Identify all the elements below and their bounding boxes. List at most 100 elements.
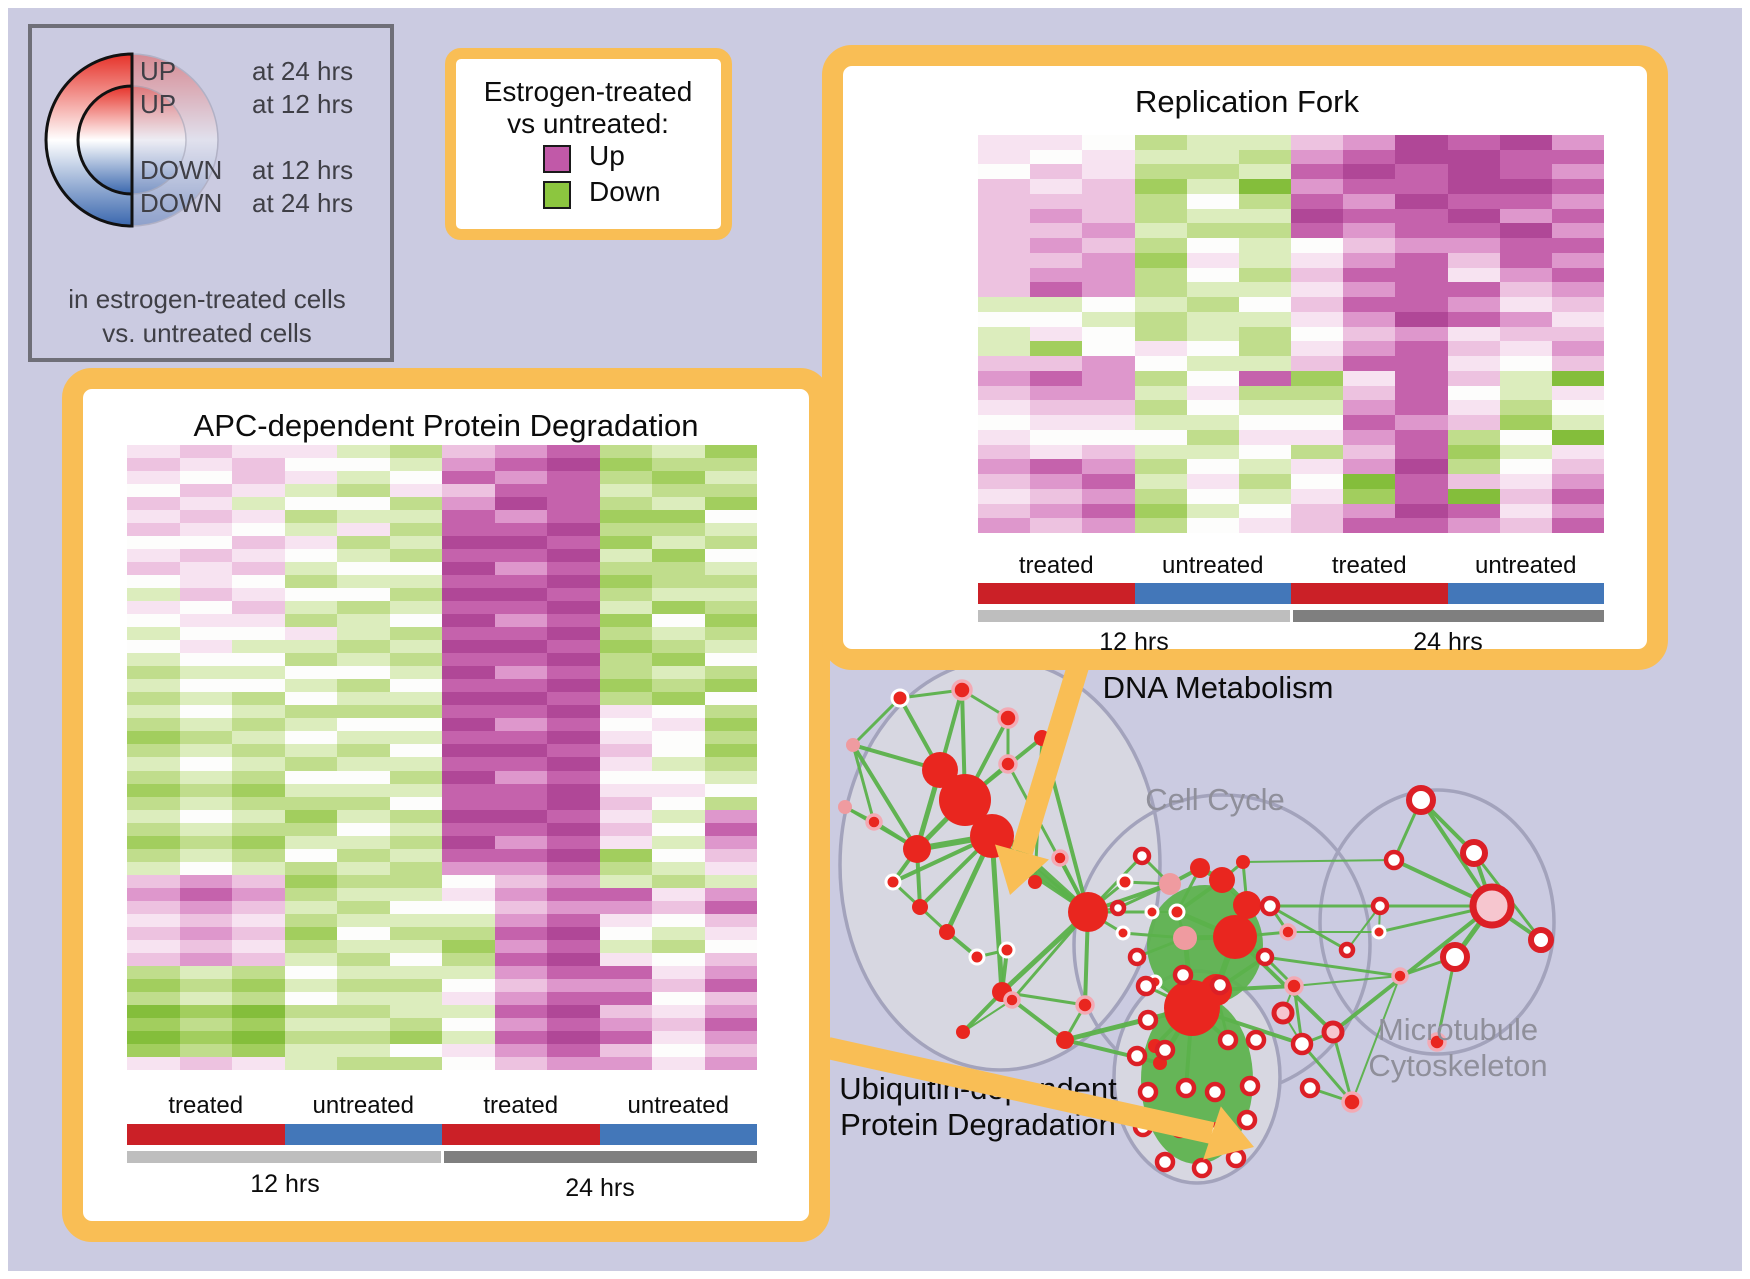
gene-node-wr <box>890 688 910 708</box>
network-edge <box>1242 859 1395 863</box>
heatmap-cell <box>1343 252 1396 268</box>
heatmap-cell <box>1499 429 1552 445</box>
heatmap-cell <box>232 562 285 576</box>
heatmap-cell <box>1551 474 1604 489</box>
heatmap-cell <box>1030 282 1083 298</box>
heatmap-cell <box>1395 193 1448 209</box>
heatmap-cell <box>599 861 652 875</box>
heatmap-cell <box>1395 252 1448 268</box>
heatmap-cell <box>1291 193 1344 209</box>
heatmap-cell <box>547 484 600 498</box>
heatmap-cell <box>1238 370 1291 386</box>
ring-footnote-line1: in estrogen-treated cells <box>68 284 346 314</box>
heatmap-cell <box>1134 193 1187 209</box>
heatmap-cell <box>1030 149 1083 165</box>
heatmap-cell <box>1395 444 1448 460</box>
heatmap-cell <box>1395 164 1448 180</box>
heatmap-cell <box>232 705 285 719</box>
gene-node-rr <box>1255 947 1275 967</box>
heatmap-cell <box>1030 429 1083 445</box>
heatmap-cell <box>652 991 705 1005</box>
heatmap-cell <box>1551 223 1604 239</box>
heatmap-cell <box>547 1043 600 1057</box>
gene-node-rr <box>1245 1029 1267 1051</box>
heatmap-cell <box>127 835 180 849</box>
heatmap-cell <box>704 445 757 459</box>
heatmap-cell <box>179 575 232 589</box>
gene-node-wr <box>884 873 902 891</box>
heatmap-cell <box>179 705 232 719</box>
heatmap-cell <box>284 471 337 485</box>
heatmap-cell <box>599 783 652 797</box>
heatmap-cell <box>704 536 757 550</box>
heatmap-cell <box>232 835 285 849</box>
heatmap-cell <box>1551 135 1604 150</box>
heatmap-cell <box>442 692 495 706</box>
heatmap-cell <box>389 627 442 641</box>
heatmap-cell <box>1238 341 1291 357</box>
heatmap-cell <box>389 601 442 615</box>
heatmap-cell <box>494 796 547 810</box>
gene-node-rr <box>1239 1075 1261 1097</box>
heatmap-cell <box>1030 459 1083 475</box>
heatmap-cell <box>442 952 495 966</box>
heatmap-cell <box>1499 326 1552 342</box>
group-label-untreated: untreated <box>1162 552 1264 579</box>
heatmap-cell <box>978 267 1031 283</box>
heatmap-cell <box>1343 135 1396 150</box>
heatmap-cell <box>652 913 705 927</box>
heatmap-cell <box>284 510 337 524</box>
heatmap-cell <box>547 887 600 901</box>
heatmap-cell <box>337 484 390 498</box>
heatmap-cell <box>1238 223 1291 239</box>
heatmap-cell <box>389 1017 442 1031</box>
heatmap-cell <box>1291 444 1344 460</box>
heatmap-cell <box>179 614 232 628</box>
heatmap-cell <box>1395 503 1448 519</box>
heatmap-cell <box>1395 459 1448 475</box>
heatmap-cell <box>1343 341 1396 357</box>
heatmap-cell <box>1499 474 1552 489</box>
heatmap-cell <box>232 601 285 615</box>
heatmap-cell <box>337 926 390 940</box>
heatmap-cell <box>179 523 232 537</box>
heatmap-cell <box>1238 193 1291 209</box>
heatmap-cell <box>1499 488 1552 504</box>
heatmap-cell <box>127 1030 180 1044</box>
heatmap-cell <box>337 1004 390 1018</box>
heatmap-cell <box>1134 488 1187 504</box>
heatmap-cell <box>547 796 600 810</box>
heatmap-cell <box>547 913 600 927</box>
heatmap-cell <box>1551 193 1604 209</box>
heatmap-cell <box>127 874 180 888</box>
heatmap-cell <box>1291 311 1344 327</box>
heatmap-cell <box>1551 252 1604 268</box>
heatmap-cell <box>389 835 442 849</box>
heatmap-cell <box>1447 429 1500 445</box>
heatmap-cell <box>1343 297 1396 312</box>
heatmap-cell <box>232 523 285 537</box>
heatmap-cell <box>1343 444 1396 460</box>
heatmap-cell <box>1395 370 1448 386</box>
heatmap-cell <box>1238 164 1291 180</box>
gene-node-rr <box>1137 1009 1159 1031</box>
heatmap-cell <box>494 484 547 498</box>
heatmap-cell <box>1030 135 1083 150</box>
apc-condition-bars <box>127 1124 757 1145</box>
heatmap-cell <box>127 744 180 758</box>
heatmap-cell <box>127 887 180 901</box>
gene-node-s <box>922 752 958 788</box>
ring-up12-time: at 12 hrs <box>252 89 354 119</box>
heatmap-cell <box>704 770 757 784</box>
heatmap-cell <box>232 965 285 979</box>
heatmap-cell <box>442 1043 495 1057</box>
heatmap-cell <box>127 679 180 693</box>
heatmap-cell <box>1499 415 1552 430</box>
network-edge <box>1263 955 1402 978</box>
heatmap-cell <box>442 536 495 550</box>
heatmap-cell <box>232 1004 285 1018</box>
heatmap-cell <box>232 614 285 628</box>
heatmap-cell <box>284 601 337 615</box>
heatmap-cell <box>179 562 232 576</box>
heatmap-cell <box>284 575 337 589</box>
